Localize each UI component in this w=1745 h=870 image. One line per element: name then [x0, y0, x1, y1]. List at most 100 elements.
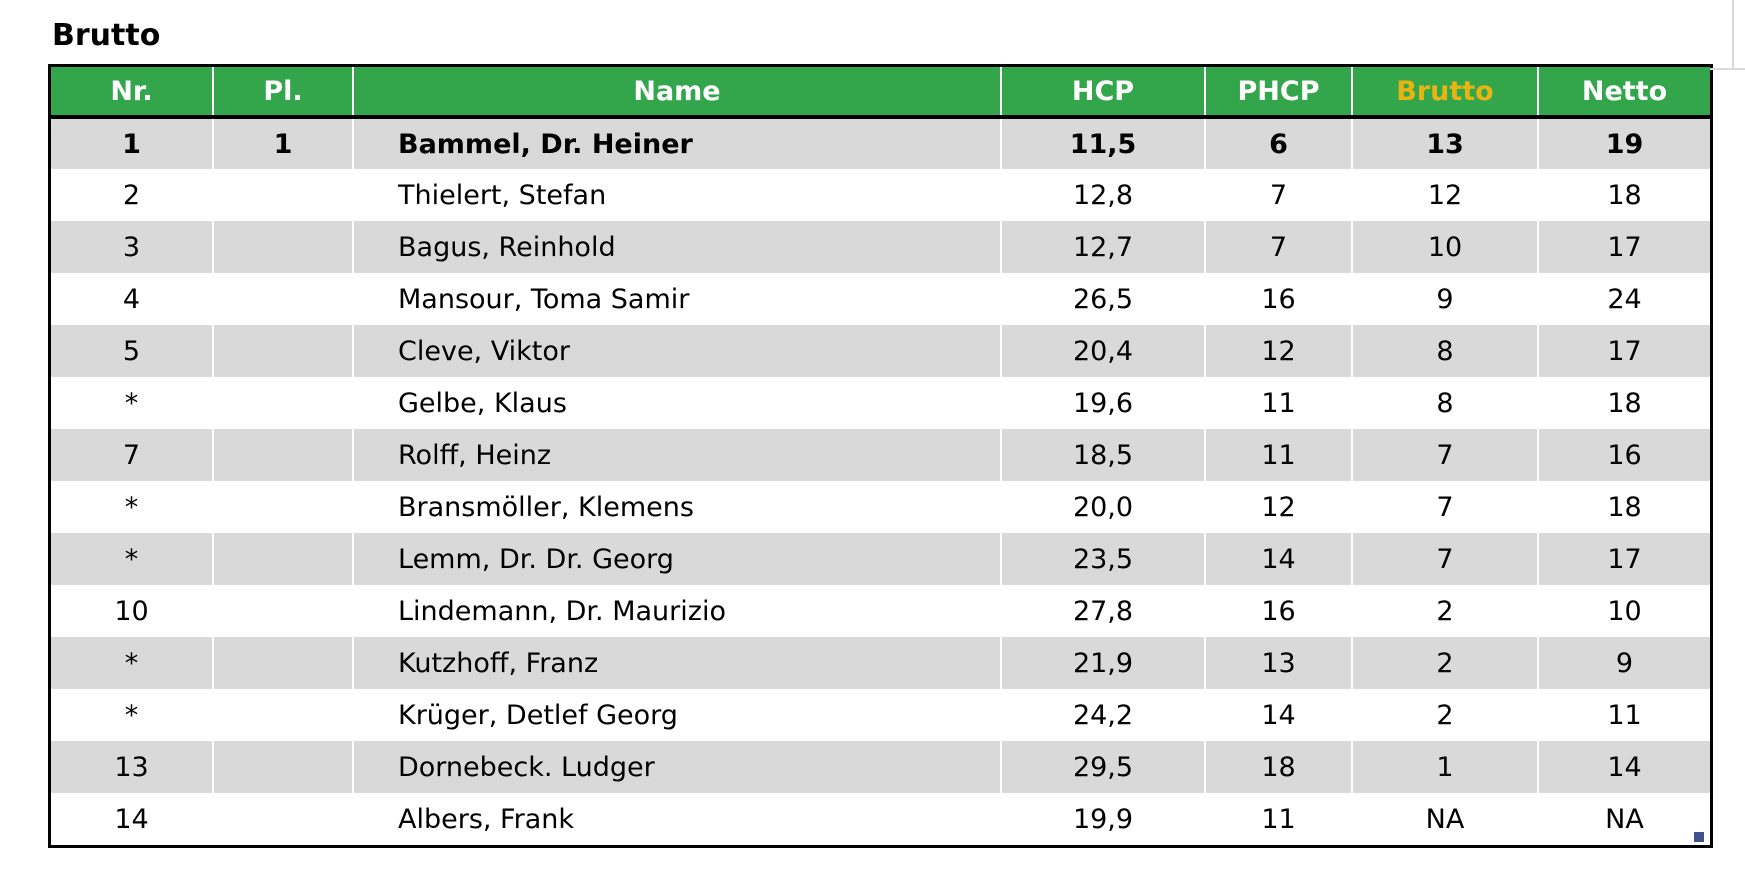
cell-phcp: 16 [1205, 273, 1353, 325]
header-row: Nr. Pl. Name HCP PHCP Brutto Netto [51, 67, 1710, 119]
table-row: 3 Bagus, Reinhold 12,7 7 10 17 [51, 221, 1710, 273]
table-row: 1 1 Bammel, Dr. Heiner 11,5 6 13 19 [51, 117, 1710, 169]
cell-name: Gelbe, Klaus [353, 377, 1002, 429]
cell-nr: 5 [51, 325, 214, 377]
cell-netto: 17 [1607, 231, 1642, 263]
cell-name: Albers, Frank [353, 793, 1002, 845]
cell-pl [213, 533, 354, 585]
cell-hcp: 19,6 [1001, 377, 1206, 429]
column-header-name: Name [353, 67, 1002, 119]
cell-nr: * [51, 377, 214, 429]
cell-hcp: 19,9 [1001, 793, 1206, 845]
cell-phcp: 6 [1205, 117, 1353, 169]
cell-brutto: 13 [1352, 117, 1539, 169]
cell-brutto: 8 [1352, 325, 1539, 377]
cell-phcp: 11 [1205, 429, 1353, 481]
cell-pl [213, 273, 354, 325]
cell-hcp: 12,7 [1001, 221, 1206, 273]
cell-netto: 18 [1607, 387, 1642, 419]
column-header-hcp: HCP [1001, 67, 1206, 119]
cell-pl [213, 221, 354, 273]
column-header-phcp: PHCP [1205, 67, 1353, 119]
cell-hcp: 24,2 [1001, 689, 1206, 741]
column-header-brutto: Brutto [1352, 67, 1539, 119]
cell-hcp: 21,9 [1001, 637, 1206, 689]
cell-nr: * [51, 533, 214, 585]
cell-nr: * [51, 637, 214, 689]
table-row: 14 Albers, Frank 19,9 11 NA NA [51, 793, 1710, 845]
cell-brutto: 12 [1352, 169, 1539, 221]
cell-nr: 13 [51, 741, 214, 793]
cell-nr: 4 [51, 273, 214, 325]
cell-brutto: 2 [1352, 585, 1539, 637]
page-title: Brutto [52, 18, 161, 53]
cell-pl [213, 637, 354, 689]
cell-phcp: 7 [1205, 169, 1353, 221]
spreadsheet-gridline-horizontal [1710, 68, 1745, 70]
cell-brutto: 10 [1352, 221, 1539, 273]
cell-pl: 1 [213, 117, 354, 169]
cell-netto: 14 [1607, 751, 1642, 783]
cell-netto: 11 [1607, 699, 1642, 731]
cell-brutto: 7 [1352, 481, 1539, 533]
table-row: 5 Cleve, Viktor 20,4 12 8 17 [51, 325, 1710, 377]
table-row: * Krüger, Detlef Georg 24,2 14 2 11 [51, 689, 1710, 741]
cell-pl [213, 585, 354, 637]
cell-nr: 10 [51, 585, 214, 637]
cell-pl [213, 169, 354, 221]
cell-pl [213, 377, 354, 429]
cell-hcp: 12,8 [1001, 169, 1206, 221]
cell-name: Rolff, Heinz [353, 429, 1002, 481]
table-row: * Kutzhoff, Franz 21,9 13 2 9 [51, 637, 1710, 689]
cell-pl [213, 741, 354, 793]
cell-nr: * [51, 481, 214, 533]
results-table: Nr. Pl. Name HCP PHCP Brutto Netto 1 1 Bam… [51, 67, 1710, 845]
cell-hcp: 20,0 [1001, 481, 1206, 533]
cell-brutto: 2 [1352, 689, 1539, 741]
cell-name: Bransmöller, Klemens [353, 481, 1002, 533]
cell-phcp: 11 [1205, 793, 1353, 845]
column-header-nr: Nr. [51, 67, 214, 119]
cell-nr: 2 [51, 169, 214, 221]
table-row: * Bransmöller, Klemens 20,0 12 7 18 [51, 481, 1710, 533]
cell-brutto: 8 [1352, 377, 1539, 429]
cell-netto: 19 [1605, 128, 1644, 160]
cell-brutto: 9 [1352, 273, 1539, 325]
cell-brutto: NA [1352, 793, 1539, 845]
cell-hcp: 11,5 [1001, 117, 1206, 169]
cell-brutto: 7 [1352, 533, 1539, 585]
cell-name: Krüger, Detlef Georg [353, 689, 1002, 741]
cell-hcp: 26,5 [1001, 273, 1206, 325]
cell-netto: 10 [1607, 595, 1642, 627]
cell-netto: 18 [1607, 491, 1642, 523]
table-row: 10 Lindemann, Dr. Maurizio 27,8 16 2 10 [51, 585, 1710, 637]
cell-phcp: 18 [1205, 741, 1353, 793]
cell-netto: 17 [1607, 543, 1642, 575]
cell-hcp: 23,5 [1001, 533, 1206, 585]
cell-brutto: 7 [1352, 429, 1539, 481]
cell-pl [213, 793, 354, 845]
cell-name: Lindemann, Dr. Maurizio [353, 585, 1002, 637]
cell-netto: 24 [1607, 283, 1642, 315]
cell-name: Bagus, Reinhold [353, 221, 1002, 273]
cell-phcp: 7 [1205, 221, 1353, 273]
results-table-container: Nr. Pl. Name HCP PHCP Brutto Netto 1 1 Bam… [48, 64, 1713, 848]
cell-name: Kutzhoff, Franz [353, 637, 1002, 689]
spreadsheet-gridline-vertical [1732, 0, 1734, 69]
cell-netto: NA [1605, 803, 1644, 835]
cell-nr: 14 [51, 793, 214, 845]
column-header-pl: Pl. [213, 67, 354, 119]
table-resize-handle[interactable] [1694, 832, 1704, 842]
cell-name: Bammel, Dr. Heiner [353, 117, 1002, 169]
cell-name: Lemm, Dr. Dr. Georg [353, 533, 1002, 585]
cell-nr: 1 [51, 117, 214, 169]
cell-nr: 7 [51, 429, 214, 481]
cell-brutto: 1 [1352, 741, 1539, 793]
cell-phcp: 11 [1205, 377, 1353, 429]
cell-name: Thielert, Stefan [353, 169, 1002, 221]
cell-pl [213, 325, 354, 377]
cell-phcp: 14 [1205, 689, 1353, 741]
cell-pl [213, 481, 354, 533]
cell-hcp: 20,4 [1001, 325, 1206, 377]
results-table-body: 1 1 Bammel, Dr. Heiner 11,5 6 13 19 2 Thielert, … [51, 117, 1710, 845]
